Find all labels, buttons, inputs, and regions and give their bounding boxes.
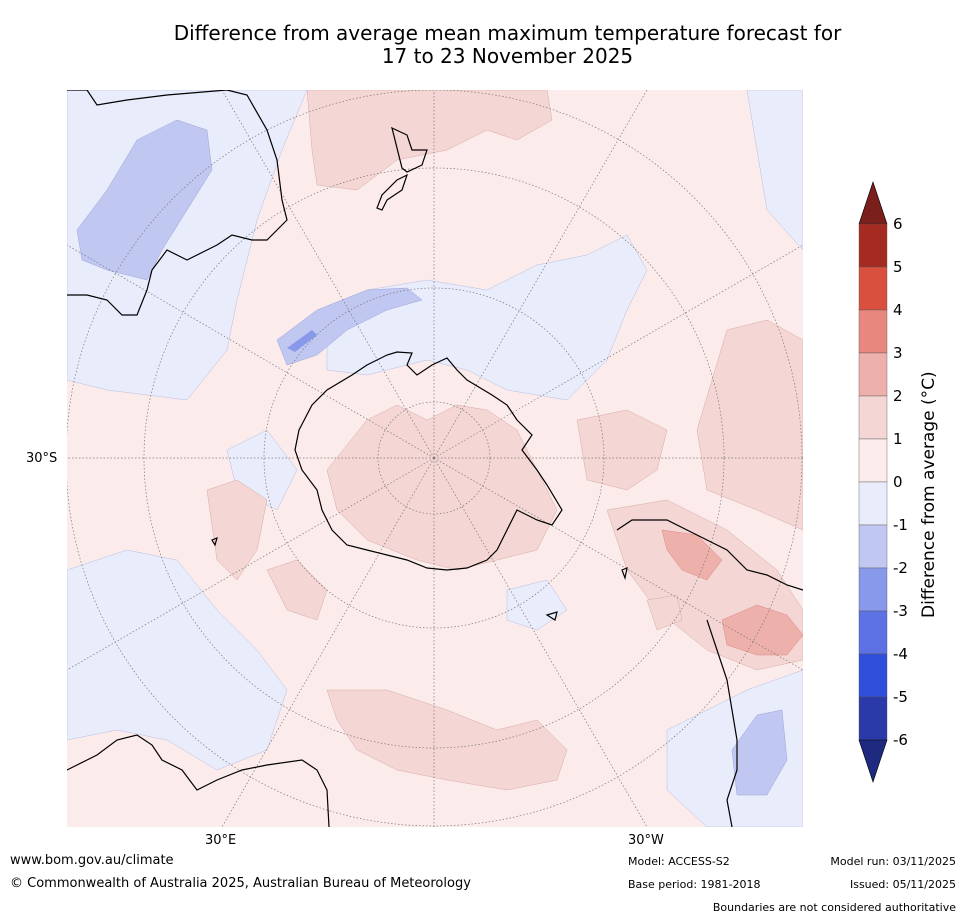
colorbar-tick-label: 4 <box>893 301 903 319</box>
colorbar-segment <box>858 395 888 440</box>
footer-copyright: © Commonwealth of Australia 2025, Austra… <box>10 876 471 891</box>
colorbar-extend-top <box>858 181 888 225</box>
footer-base-period: Base period: 1981-2018 <box>628 878 761 891</box>
polar-map <box>67 90 803 827</box>
antarctica-coastline <box>294 351 563 571</box>
new-zealand-coastline <box>376 126 428 211</box>
colorbar-segment <box>858 524 888 569</box>
colorbar-tick-label: -5 <box>893 688 908 706</box>
colorbar <box>858 181 888 783</box>
colorbar-tick-label: 1 <box>893 430 903 448</box>
warm-anomaly-regions <box>206 90 803 791</box>
colorbar-tick-label: 3 <box>893 344 903 362</box>
title-line-2: 17 to 23 November 2025 <box>381 44 634 68</box>
moderate-warm-regions <box>661 529 803 656</box>
colorbar-tick-label: -6 <box>893 731 908 749</box>
footer-issued: Issued: 05/11/2025 <box>849 878 956 891</box>
footer-model: Model: ACCESS-S2 <box>628 855 730 868</box>
graticule <box>67 90 803 827</box>
colorbar-tick-label: 5 <box>893 258 903 276</box>
colorbar-extend-bottom <box>858 739 888 783</box>
footer-website: www.bom.gov.au/climate <box>10 853 174 868</box>
strong-cool-region <box>287 330 317 352</box>
chart-title: Difference from average mean maximum tem… <box>60 22 955 68</box>
colorbar-segment <box>858 352 888 397</box>
africa-coastline <box>67 734 330 827</box>
colorbar-segment <box>858 438 888 483</box>
lon-label-30e: 30°E <box>205 833 237 848</box>
colorbar-tick-label: -3 <box>893 602 908 620</box>
colorbar-tick-label: 6 <box>893 215 903 233</box>
lat-label-30s: 30°S <box>26 451 58 466</box>
coastlines <box>67 90 803 827</box>
south-america-coastline <box>616 519 803 827</box>
lon-label-30w: 30°W <box>628 833 664 848</box>
colorbar-segment <box>858 309 888 354</box>
moderate-cool-regions <box>76 119 788 796</box>
footer-model-run: Model run: 03/11/2025 <box>830 855 956 868</box>
colorbar-tick-label: 0 <box>893 473 903 491</box>
footer-disclaimer: Boundaries are not considered authoritat… <box>712 901 956 914</box>
colorbar-segment <box>858 696 888 741</box>
colorbar-segment <box>858 610 888 655</box>
colorbar-segment <box>858 481 888 526</box>
title-line-1: Difference from average mean maximum tem… <box>173 21 842 45</box>
australia-coastline <box>67 90 288 316</box>
colorbar-segment <box>858 266 888 311</box>
colorbar-tick-label: 2 <box>893 387 903 405</box>
colorbar-tick-label: -1 <box>893 516 908 534</box>
colorbar-segment <box>858 223 888 268</box>
colorbar-tick-label: -2 <box>893 559 908 577</box>
colorbar-segment <box>858 653 888 698</box>
colorbar-segment <box>858 567 888 612</box>
colorbar-label: Difference from average (°C) <box>919 371 939 618</box>
colorbar-tick-label: -4 <box>893 645 908 663</box>
